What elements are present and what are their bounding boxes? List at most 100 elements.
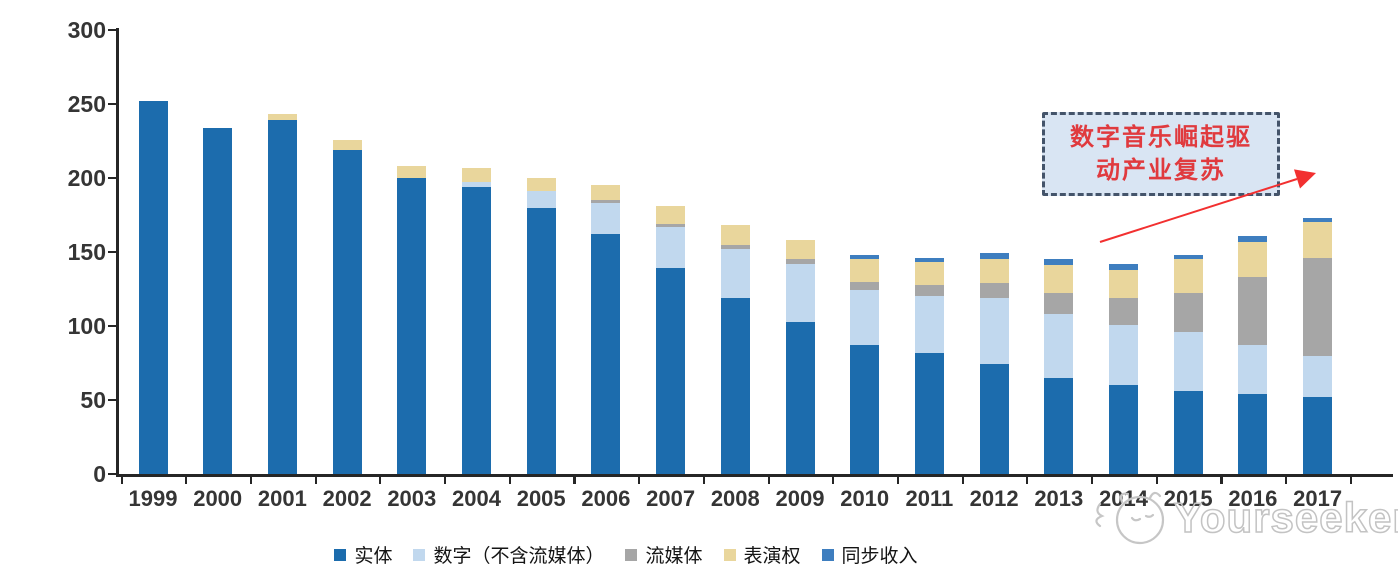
x-tick-label-2001: 2001 — [257, 486, 307, 511]
bar-segment-2003-performance-rights — [397, 166, 427, 178]
x-tick — [961, 476, 964, 484]
y-tick — [108, 29, 116, 32]
legend-item-digital-excl-streaming: 数字（不含流媒体） — [413, 541, 604, 568]
y-tick — [108, 251, 116, 254]
bar-segment-2001-physical — [267, 120, 297, 474]
bar-segment-2009-physical — [785, 321, 815, 474]
bar-segment-2010-streaming — [850, 281, 880, 291]
annotation-box: 数字音乐崛起驱 动产业复苏 — [1042, 112, 1280, 196]
bar-segment-2016-sync-income — [1238, 235, 1268, 242]
y-tick-label: 50 — [80, 387, 106, 413]
bar-segment-2005-digital-excl-streaming — [526, 191, 556, 208]
bar-segment-2016-performance-rights — [1238, 241, 1268, 278]
x-tick-label-2016: 2016 — [1228, 486, 1278, 511]
bar-segment-2009-performance-rights — [785, 240, 815, 260]
bar-segment-2005-physical — [526, 207, 556, 474]
bar-segment-2014-streaming — [1109, 297, 1138, 325]
bar-segment-1999-physical — [138, 101, 168, 474]
y-tick — [108, 103, 116, 106]
x-tick — [314, 476, 317, 484]
x-tick-label-2005: 2005 — [516, 486, 566, 511]
bar-segment-2002-physical — [332, 149, 362, 474]
y-tick — [108, 473, 116, 476]
x-tick-label-1999: 1999 — [128, 486, 178, 511]
y-tick-label: 250 — [67, 91, 106, 117]
bar-segment-2017-streaming — [1303, 257, 1333, 356]
bar-segment-2008-digital-excl-streaming — [720, 249, 750, 298]
x-tick — [702, 476, 705, 484]
bar-segment-2012-physical — [979, 364, 1009, 474]
x-tick-label-2014: 2014 — [1099, 486, 1148, 511]
x-tick-label-2015: 2015 — [1163, 486, 1213, 511]
bar-segment-2000-physical — [203, 127, 233, 474]
y-tick-label: 0 — [93, 461, 106, 487]
x-tick — [896, 476, 900, 484]
bar-segment-2016-streaming — [1238, 277, 1268, 346]
legend-item-performance-rights: 表演权 — [723, 541, 801, 568]
bar-segment-2009-streaming — [785, 259, 815, 264]
x-tick — [444, 476, 447, 484]
x-tick-label-2002: 2002 — [322, 486, 372, 511]
annotation-text-line1: 数字音乐崛起驱 — [1070, 124, 1252, 151]
bar-segment-2015-streaming — [1173, 293, 1203, 332]
bar-segment-2013-performance-rights — [1044, 265, 1074, 294]
x-tick-label-2010: 2010 — [840, 486, 890, 511]
bar-segment-2006-performance-rights — [591, 185, 621, 201]
bar-segment-2002-performance-rights — [332, 139, 362, 150]
bar-segment-2017-performance-rights — [1303, 222, 1333, 258]
x-axis — [116, 474, 1393, 477]
legend-label-performance-rights: 表演权 — [743, 546, 801, 567]
x-tick-label-2009: 2009 — [775, 486, 825, 511]
bar-segment-2004-performance-rights — [462, 167, 491, 183]
x-tick — [185, 476, 188, 484]
bar-segment-2007-performance-rights — [656, 206, 686, 224]
x-tick — [379, 476, 382, 484]
bar-segment-2015-digital-excl-streaming — [1173, 331, 1203, 392]
bar-segment-2008-streaming — [720, 244, 750, 250]
bar-segment-2017-digital-excl-streaming — [1303, 355, 1333, 398]
bar-segment-2012-digital-excl-streaming — [979, 297, 1009, 365]
bar-segment-2013-physical — [1044, 377, 1074, 474]
bar-segment-2014-sync-income — [1109, 263, 1138, 270]
bar-segment-2013-streaming — [1044, 293, 1074, 315]
bar-segment-2004-physical — [462, 186, 491, 474]
bar-segment-2007-streaming — [656, 223, 686, 227]
bar-segment-2012-streaming — [979, 283, 1009, 298]
mascot-doodle-icon — [1095, 491, 1165, 545]
bar-segment-2015-sync-income — [1173, 254, 1203, 260]
bar-segment-2014-performance-rights — [1109, 269, 1138, 298]
bar-segment-2006-digital-excl-streaming — [591, 203, 621, 235]
x-tick-label-2007: 2007 — [646, 486, 696, 511]
bar-segment-2010-digital-excl-streaming — [850, 290, 880, 346]
watermark-brand: Yourseeker — [1173, 493, 1398, 542]
bar-segment-2011-digital-excl-streaming — [914, 296, 944, 353]
watermark: Yourseeker — [1090, 486, 1398, 550]
legend-swatch-sync-income — [821, 548, 834, 561]
x-tick — [638, 476, 641, 484]
bar-segment-2008-performance-rights — [720, 225, 750, 245]
bar-segment-2011-physical — [914, 352, 944, 474]
bar-segment-2013-sync-income — [1044, 259, 1074, 266]
legend-item-sync-income: 同步收入 — [821, 541, 918, 568]
y-axis — [116, 28, 119, 477]
x-tick — [832, 476, 835, 484]
x-tick-label-2004: 2004 — [452, 486, 501, 511]
x-tick — [508, 476, 511, 484]
legend-label-physical: 实体 — [354, 546, 393, 567]
bar-segment-2017-physical — [1303, 397, 1333, 474]
y-tick — [108, 399, 116, 402]
bar-segment-2014-digital-excl-streaming — [1109, 324, 1138, 386]
x-tick-label-2013: 2013 — [1034, 486, 1084, 511]
bar-segment-2012-sync-income — [979, 253, 1009, 260]
y-tick-label: 150 — [67, 239, 106, 265]
legend-swatch-digital-excl-streaming — [413, 548, 426, 561]
x-tick-label-2006: 2006 — [581, 486, 631, 511]
annotation-text-line2: 动产业复苏 — [1096, 157, 1226, 184]
x-tick — [1349, 476, 1352, 484]
x-tick-label-2012: 2012 — [969, 486, 1019, 511]
x-tick — [120, 476, 123, 484]
bar-segment-2006-physical — [591, 234, 621, 474]
x-tick-label-2003: 2003 — [387, 486, 437, 511]
bar-segment-2011-streaming — [914, 284, 944, 297]
